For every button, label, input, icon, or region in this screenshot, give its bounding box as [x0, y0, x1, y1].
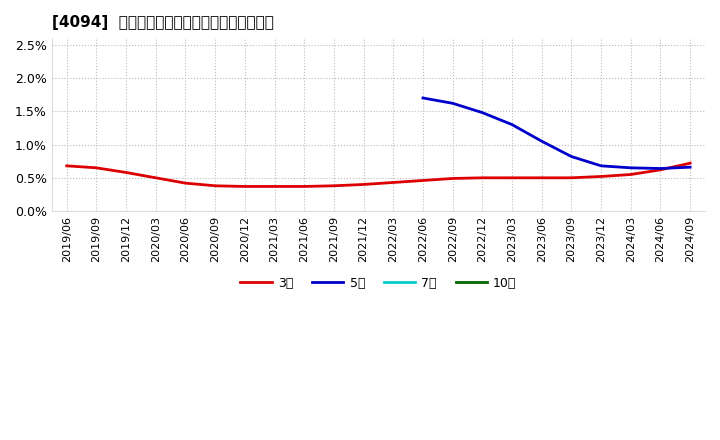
3年 — [151, 175, 160, 180]
5年 — [537, 139, 546, 144]
5年 — [656, 166, 665, 171]
Line: 3年: 3年 — [67, 163, 690, 187]
5年 — [449, 101, 457, 106]
3年 — [270, 184, 279, 189]
Line: 5年: 5年 — [423, 98, 690, 169]
3年 — [211, 183, 220, 188]
5年 — [686, 165, 695, 170]
3年 — [63, 163, 71, 169]
3年 — [122, 170, 130, 175]
5年 — [508, 122, 516, 127]
3年 — [686, 161, 695, 166]
3年 — [300, 184, 309, 189]
3年 — [567, 175, 576, 180]
3年 — [508, 175, 516, 180]
3年 — [92, 165, 101, 170]
5年 — [478, 110, 487, 115]
3年 — [626, 172, 635, 177]
3年 — [389, 180, 397, 185]
5年 — [418, 95, 427, 101]
3年 — [597, 174, 606, 179]
5年 — [597, 163, 606, 169]
5年 — [567, 154, 576, 159]
3年 — [181, 180, 190, 186]
3年 — [478, 175, 487, 180]
3年 — [359, 182, 368, 187]
Legend: 3年, 5年, 7年, 10年: 3年, 5年, 7年, 10年 — [235, 272, 521, 295]
3年 — [449, 176, 457, 181]
3年 — [656, 167, 665, 172]
3年 — [330, 183, 338, 188]
3年 — [537, 175, 546, 180]
3年 — [240, 184, 249, 189]
3年 — [418, 178, 427, 183]
Text: [4094]  当期純利益マージンの標準偏差の推移: [4094] 当期純利益マージンの標準偏差の推移 — [52, 15, 274, 30]
5年 — [626, 165, 635, 170]
